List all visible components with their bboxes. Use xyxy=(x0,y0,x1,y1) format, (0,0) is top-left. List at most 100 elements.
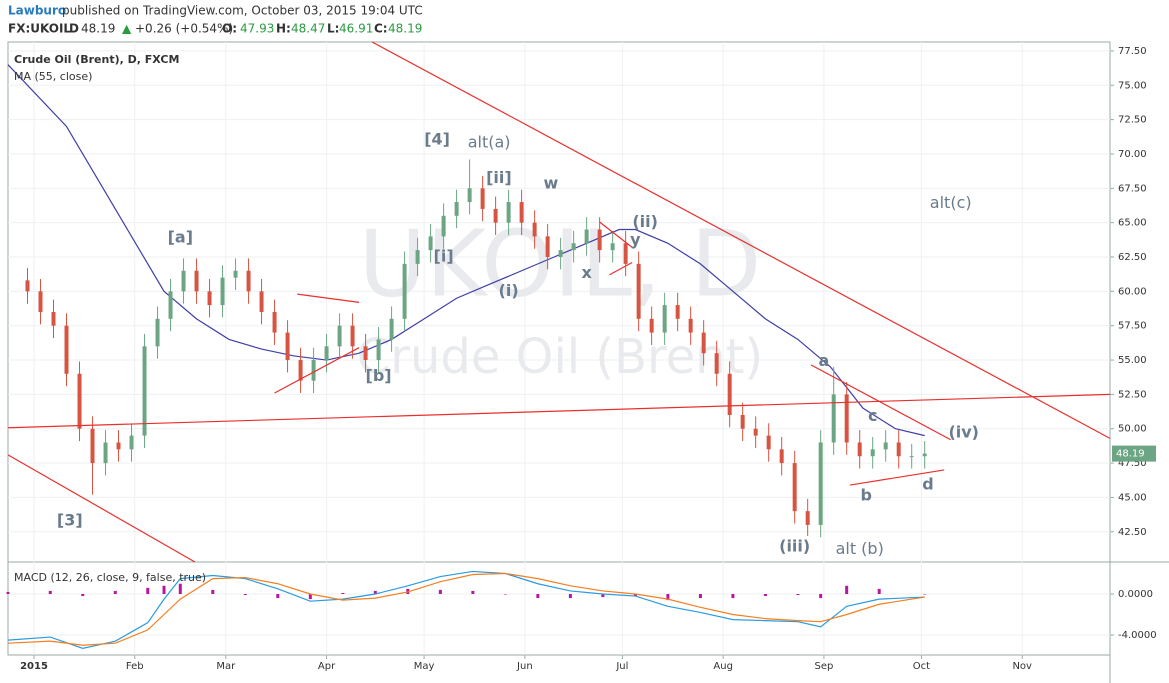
wave-label: [3] xyxy=(57,510,83,529)
candle-body xyxy=(194,270,199,292)
trend-line xyxy=(599,221,633,248)
y-tick-label: 60.00 xyxy=(1118,286,1147,297)
histogram-bar xyxy=(48,590,52,594)
wave-label: alt(c) xyxy=(930,193,972,212)
candle-body xyxy=(402,263,407,319)
histogram-bar xyxy=(341,592,345,594)
candle-body xyxy=(493,208,498,223)
wave-label: [a] xyxy=(168,227,193,246)
ohlc-label: O: xyxy=(222,22,237,36)
candle-body xyxy=(233,270,238,278)
candle-body xyxy=(168,291,173,319)
histogram-bar xyxy=(471,590,475,594)
candle-body xyxy=(64,325,69,374)
wave-label: w xyxy=(543,174,558,193)
histogram-bar xyxy=(536,593,540,599)
candle-body xyxy=(636,263,641,319)
histogram-bar xyxy=(845,585,849,594)
histogram-bar xyxy=(763,593,767,597)
candle-body xyxy=(428,236,433,251)
x-tick-label: Feb xyxy=(126,661,144,672)
candle-body xyxy=(896,442,901,457)
y-tick-label: 57.50 xyxy=(1118,321,1147,332)
histogram-bar xyxy=(113,590,117,594)
x-tick-label: Apr xyxy=(318,661,336,672)
candle-body xyxy=(753,428,758,436)
candle-body xyxy=(727,373,732,415)
trend-line xyxy=(609,261,633,276)
candle-body xyxy=(155,318,160,347)
candle-body xyxy=(454,202,459,216)
candle-body xyxy=(870,449,875,457)
legend-entry: MA (55, close) xyxy=(14,70,92,83)
candle-body xyxy=(259,291,264,312)
y-tick-label: 67.50 xyxy=(1118,183,1147,194)
histogram-bar xyxy=(633,593,637,597)
y-tick-label: -4.0000 xyxy=(1118,630,1157,641)
y-tick-label: 75.00 xyxy=(1118,80,1147,91)
pane-title: Crude Oil (Brent), D, FXCM xyxy=(14,53,179,66)
y-tick-label: 72.50 xyxy=(1118,115,1147,126)
wave-label: [ii] xyxy=(486,168,512,187)
y-tick-label: 47.50 xyxy=(1118,458,1147,469)
histogram-bar xyxy=(438,589,442,594)
candle-body xyxy=(363,346,368,361)
x-tick-label: Jul xyxy=(615,661,628,672)
candle-body xyxy=(792,463,797,512)
histogram-bar xyxy=(162,585,166,594)
wave-label: (iv) xyxy=(948,422,979,441)
candle-body xyxy=(129,435,134,450)
candle-body xyxy=(207,291,212,306)
histogram-bar xyxy=(877,588,881,594)
trend-line xyxy=(7,454,196,563)
candle-body xyxy=(701,332,706,354)
histogram-bar xyxy=(796,593,800,596)
trend-line xyxy=(810,364,951,441)
candle-body xyxy=(311,360,316,381)
candle-body xyxy=(883,442,888,450)
y-tick-label: 50.00 xyxy=(1118,424,1147,435)
trend-line xyxy=(274,347,360,394)
published: published on TradingView.com, October 03… xyxy=(62,4,423,18)
candle-body xyxy=(623,243,628,264)
candle-body xyxy=(571,243,576,251)
candle-body xyxy=(298,360,303,381)
candle-body xyxy=(415,250,420,264)
histogram-bar xyxy=(666,593,670,601)
candle-body xyxy=(857,442,862,457)
wave-label: x xyxy=(581,263,592,282)
candle-body xyxy=(610,243,615,251)
price: 48.19 xyxy=(81,22,115,36)
candle-body xyxy=(90,428,95,464)
wave-label: alt(a) xyxy=(468,132,511,151)
author[interactable]: Lawburo xyxy=(8,4,66,18)
pane-title: MACD (12, 26, close, 9, false, true) xyxy=(14,571,206,584)
candle-body xyxy=(506,202,511,223)
candle-body xyxy=(376,339,381,361)
x-tick-label: May xyxy=(414,661,435,672)
candle-body xyxy=(77,373,82,429)
candle-body xyxy=(714,353,719,374)
wave-label: [i] xyxy=(434,247,454,266)
wave-label: d xyxy=(922,475,933,494)
candle-body xyxy=(688,318,693,333)
histogram-bar xyxy=(308,593,312,600)
trend-line xyxy=(371,41,1111,439)
ohlc-label: H: xyxy=(276,22,291,36)
candle-body xyxy=(558,250,563,258)
ohlc-label: L: xyxy=(327,22,339,36)
last-price-box xyxy=(1112,445,1156,462)
x-tick-label: Sep xyxy=(815,661,834,672)
candle-body xyxy=(181,270,186,292)
y-tick-label: 55.00 xyxy=(1118,355,1147,366)
histogram-bar xyxy=(503,593,507,595)
candle-body xyxy=(909,456,914,458)
change: +0.26 (+0.54%) xyxy=(135,22,233,36)
candle-body xyxy=(831,394,836,443)
candle-body xyxy=(597,229,602,251)
watermark: Crude Oil (Brent) xyxy=(357,329,763,385)
symbol: FX:UKOIL xyxy=(8,22,71,36)
histogram-bar xyxy=(276,593,280,599)
